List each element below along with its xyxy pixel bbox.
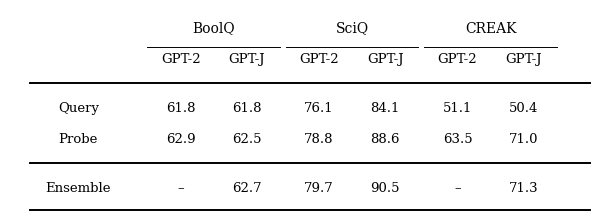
Text: GPT-2: GPT-2 [438,53,477,66]
Text: 90.5: 90.5 [370,182,400,195]
Text: 88.6: 88.6 [370,133,400,146]
Text: 63.5: 63.5 [442,133,473,146]
Text: 62.5: 62.5 [232,133,262,146]
Text: GPT-J: GPT-J [229,53,265,66]
Text: 71.0: 71.0 [509,133,539,146]
Text: GPT-2: GPT-2 [299,53,339,66]
Text: 51.1: 51.1 [443,102,472,115]
Text: 76.1: 76.1 [304,102,334,115]
Text: Query: Query [58,102,99,115]
Text: –: – [454,182,461,195]
Text: 61.8: 61.8 [232,102,262,115]
Text: GPT-J: GPT-J [367,53,403,66]
Text: 61.8: 61.8 [166,102,196,115]
Text: 84.1: 84.1 [371,102,400,115]
Text: CREAK: CREAK [465,22,517,36]
Text: GPT-J: GPT-J [506,53,542,66]
Text: BoolQ: BoolQ [193,22,235,36]
Text: GPT-2: GPT-2 [161,53,200,66]
Text: Ensemble: Ensemble [46,182,111,195]
Text: Probe: Probe [58,133,98,146]
Text: 62.9: 62.9 [166,133,196,146]
Text: –: – [177,182,184,195]
Text: 62.7: 62.7 [232,182,262,195]
Text: 78.8: 78.8 [304,133,334,146]
Text: 71.3: 71.3 [509,182,539,195]
Text: SciQ: SciQ [335,22,369,36]
Text: 79.7: 79.7 [304,182,334,195]
Text: 50.4: 50.4 [509,102,538,115]
